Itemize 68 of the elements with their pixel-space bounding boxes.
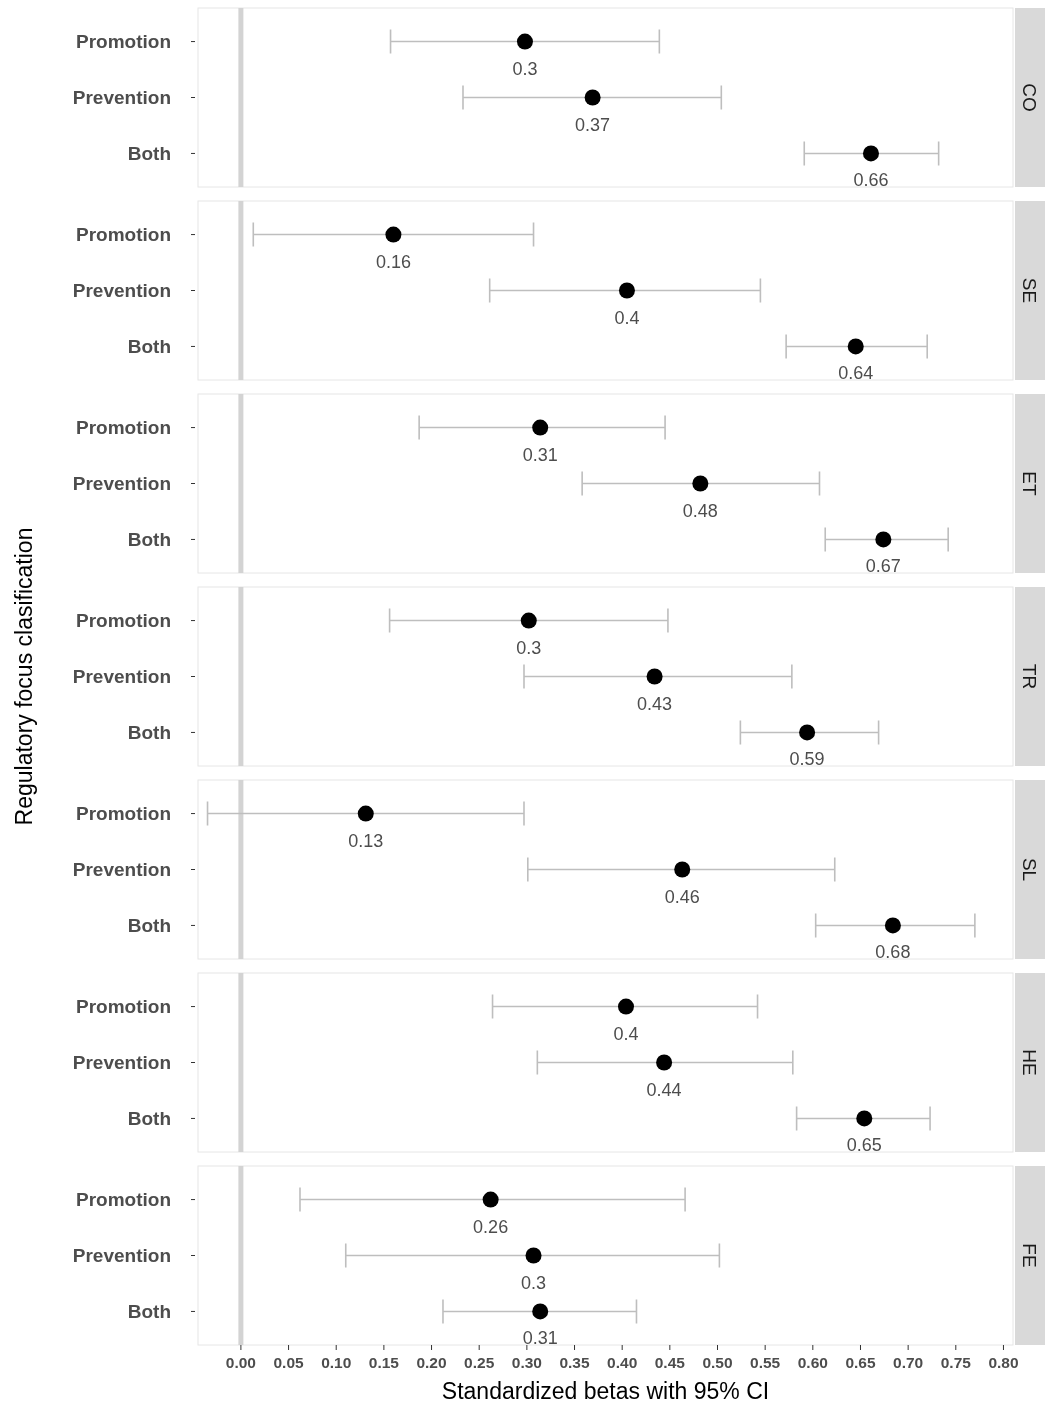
text: CO xyxy=(1019,83,1041,112)
x-tick-label: 0.35 xyxy=(559,1354,590,1371)
y-tick-label: Both xyxy=(127,336,171,358)
y-tick-label: Both xyxy=(127,143,171,165)
data-label: 0.16 xyxy=(375,251,411,272)
data-label: 0.3 xyxy=(516,637,542,658)
data-label: 0.13 xyxy=(348,830,384,851)
y-tick-label: Promotion xyxy=(76,417,171,439)
y-tick-label: Prevention xyxy=(72,1052,171,1074)
y-tick-label: Promotion xyxy=(76,610,171,632)
x-tick-label: 0.75 xyxy=(940,1354,972,1371)
x-tick-label: 0.00 xyxy=(225,1354,256,1371)
y-tick-label: Prevention xyxy=(72,666,171,688)
y-tick-label: Promotion xyxy=(76,31,171,53)
x-tick-label: 0.20 xyxy=(416,1354,447,1371)
y-tick-label: Prevention xyxy=(72,859,171,881)
y-tick-label: Both xyxy=(127,1301,171,1323)
data-label: 0.46 xyxy=(664,886,700,907)
data-label: 0.31 xyxy=(522,1328,558,1349)
data-label: 0.26 xyxy=(473,1216,509,1237)
text: SL xyxy=(1019,857,1041,882)
y-tick-label: Both xyxy=(127,722,171,744)
text: FE xyxy=(1019,1243,1041,1268)
x-tick-label: 0.80 xyxy=(988,1354,1019,1371)
x-tick-label: 0.25 xyxy=(464,1354,495,1371)
y-tick-label: Prevention xyxy=(72,87,171,109)
y-tick-label: Prevention xyxy=(72,1245,171,1267)
data-label: 0.67 xyxy=(865,556,901,577)
x-tick-label: 0.70 xyxy=(893,1354,924,1371)
x-tick-label: 0.45 xyxy=(654,1354,686,1371)
y-tick-label: Promotion xyxy=(76,803,171,825)
data-label: 0.48 xyxy=(682,500,718,521)
x-tick-label: 0.40 xyxy=(607,1354,638,1371)
x-tick-label: 0.10 xyxy=(321,1354,352,1371)
y-axis-title: Regulatory focus clasification xyxy=(11,527,37,826)
y-tick-label: Prevention xyxy=(72,473,171,495)
data-label: 0.65 xyxy=(846,1135,882,1156)
data-label: 0.3 xyxy=(512,58,538,79)
text: HE xyxy=(1019,1049,1041,1076)
y-tick-label: Both xyxy=(127,1108,171,1130)
data-label: 0.43 xyxy=(637,693,673,714)
x-tick-label: 0.50 xyxy=(702,1354,733,1371)
text: ET xyxy=(1019,471,1041,497)
text: SE xyxy=(1019,277,1041,304)
y-tick-label: Both xyxy=(127,915,171,937)
x-tick-label: 0.05 xyxy=(273,1354,305,1371)
data-label: 0.31 xyxy=(522,444,558,465)
data-label: 0.68 xyxy=(875,942,911,963)
text: TR xyxy=(1019,663,1041,690)
y-tick-label: Promotion xyxy=(76,996,171,1018)
x-tick-label: 0.65 xyxy=(845,1354,876,1371)
data-label: 0.37 xyxy=(575,114,611,135)
x-tick-label: 0.15 xyxy=(368,1354,400,1371)
data-label: 0.59 xyxy=(789,749,825,770)
data-label: 0.4 xyxy=(613,1023,639,1044)
data-label: 0.3 xyxy=(521,1272,547,1293)
data-label: 0.4 xyxy=(614,307,640,328)
y-tick-label: Prevention xyxy=(72,280,171,302)
y-tick-label: Promotion xyxy=(76,1189,171,1211)
x-axis-title: Standardized betas with 95% CI xyxy=(441,1378,770,1404)
x-tick-label: 0.55 xyxy=(750,1354,781,1371)
data-label: 0.64 xyxy=(838,363,874,384)
x-tick-label: 0.30 xyxy=(511,1354,542,1371)
data-label: 0.44 xyxy=(646,1079,682,1100)
y-tick-label: Both xyxy=(127,529,171,551)
x-tick-label: 0.60 xyxy=(797,1354,828,1371)
y-tick-label: Promotion xyxy=(76,224,171,246)
data-label: 0.66 xyxy=(853,170,889,191)
